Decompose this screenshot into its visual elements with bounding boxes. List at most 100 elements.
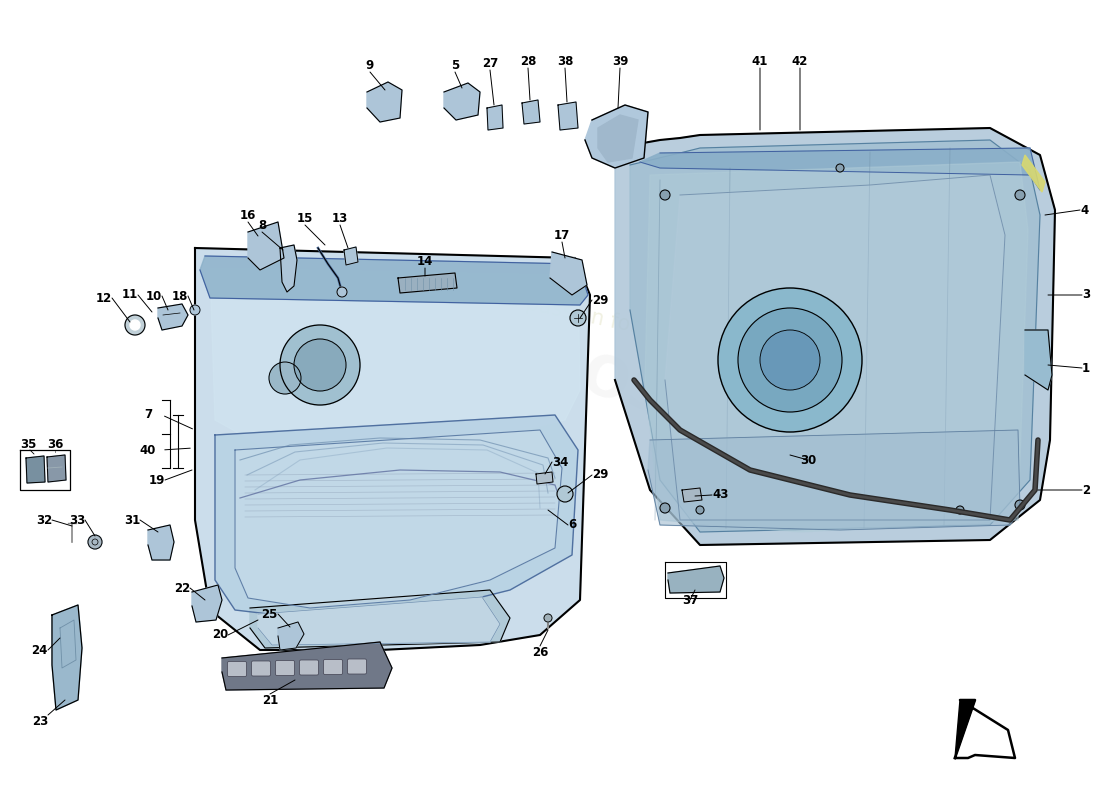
Text: 28: 28	[520, 55, 536, 68]
Text: 33: 33	[68, 514, 85, 526]
Text: 17: 17	[554, 229, 570, 242]
Text: 20: 20	[211, 629, 228, 642]
Circle shape	[125, 315, 145, 335]
Text: 11: 11	[122, 289, 138, 302]
Circle shape	[836, 164, 844, 172]
Circle shape	[280, 325, 360, 405]
Polygon shape	[648, 430, 1020, 530]
Circle shape	[738, 308, 842, 412]
Text: 12: 12	[96, 291, 112, 305]
Text: 41: 41	[751, 55, 768, 68]
Text: 26: 26	[531, 646, 548, 659]
Polygon shape	[344, 247, 358, 265]
Circle shape	[544, 614, 552, 622]
Circle shape	[337, 287, 346, 297]
Text: 4: 4	[1080, 203, 1088, 217]
Text: 8: 8	[257, 219, 266, 232]
Polygon shape	[668, 566, 724, 593]
Text: 25: 25	[262, 607, 278, 621]
Text: EUROSPARES: EUROSPARES	[455, 310, 865, 490]
Polygon shape	[640, 148, 1040, 190]
Text: 30: 30	[800, 454, 816, 466]
Polygon shape	[148, 525, 174, 560]
Polygon shape	[522, 100, 540, 124]
Text: 29: 29	[592, 469, 608, 482]
Text: 1: 1	[1082, 362, 1090, 374]
Polygon shape	[398, 273, 456, 293]
Text: 23: 23	[32, 715, 48, 728]
Polygon shape	[214, 415, 578, 620]
Polygon shape	[210, 268, 580, 450]
FancyBboxPatch shape	[228, 662, 246, 677]
Text: 38: 38	[557, 55, 573, 68]
Polygon shape	[444, 83, 480, 120]
Polygon shape	[158, 304, 188, 330]
Text: 40: 40	[140, 443, 156, 457]
Polygon shape	[248, 222, 284, 270]
Circle shape	[696, 506, 704, 514]
Text: 32: 32	[35, 514, 52, 526]
Circle shape	[130, 320, 140, 330]
Text: 42: 42	[792, 55, 808, 68]
Polygon shape	[250, 590, 510, 648]
Text: 31: 31	[123, 514, 140, 526]
Text: 37: 37	[682, 594, 698, 606]
Text: 15: 15	[297, 212, 313, 225]
Circle shape	[190, 305, 200, 315]
Text: 10: 10	[145, 290, 162, 302]
Polygon shape	[558, 102, 578, 130]
Polygon shape	[1022, 155, 1045, 192]
Polygon shape	[222, 642, 392, 690]
Text: 39: 39	[612, 55, 628, 68]
Text: 18: 18	[172, 290, 188, 302]
Text: 14: 14	[417, 255, 433, 268]
FancyBboxPatch shape	[348, 659, 366, 674]
Polygon shape	[47, 455, 66, 482]
Text: 13: 13	[332, 212, 348, 225]
Polygon shape	[955, 700, 975, 758]
Circle shape	[270, 362, 301, 394]
Polygon shape	[52, 605, 82, 710]
Polygon shape	[367, 82, 402, 122]
Circle shape	[570, 310, 586, 326]
Text: 3: 3	[1082, 289, 1090, 302]
Text: 24: 24	[32, 643, 48, 657]
Polygon shape	[1025, 330, 1052, 390]
Polygon shape	[278, 622, 304, 650]
Text: 16: 16	[240, 209, 256, 222]
Circle shape	[660, 503, 670, 513]
Polygon shape	[682, 488, 702, 502]
Text: 21: 21	[262, 694, 278, 707]
Polygon shape	[200, 256, 588, 305]
Polygon shape	[536, 472, 553, 484]
Polygon shape	[192, 585, 222, 622]
Polygon shape	[195, 248, 590, 650]
Circle shape	[760, 330, 820, 390]
Polygon shape	[598, 115, 638, 162]
Polygon shape	[645, 162, 1028, 532]
Polygon shape	[280, 245, 297, 292]
Text: 6: 6	[568, 518, 576, 531]
Circle shape	[1015, 500, 1025, 510]
Circle shape	[718, 288, 862, 432]
Polygon shape	[258, 597, 500, 645]
Text: 36: 36	[47, 438, 63, 450]
Circle shape	[956, 506, 964, 514]
Polygon shape	[26, 456, 45, 483]
Polygon shape	[550, 252, 587, 295]
Polygon shape	[487, 105, 503, 130]
Circle shape	[88, 535, 102, 549]
Text: 19: 19	[148, 474, 165, 486]
Text: 9: 9	[366, 59, 374, 72]
FancyBboxPatch shape	[252, 661, 271, 676]
Text: 35: 35	[20, 438, 36, 450]
Text: a passion for detail: a passion for detail	[505, 290, 705, 350]
Text: 5: 5	[451, 59, 459, 72]
Circle shape	[1015, 190, 1025, 200]
Text: 27: 27	[482, 57, 498, 70]
Text: 29: 29	[592, 294, 608, 306]
Text: 2: 2	[1082, 483, 1090, 497]
Circle shape	[660, 190, 670, 200]
Polygon shape	[666, 175, 1005, 520]
Circle shape	[557, 486, 573, 502]
